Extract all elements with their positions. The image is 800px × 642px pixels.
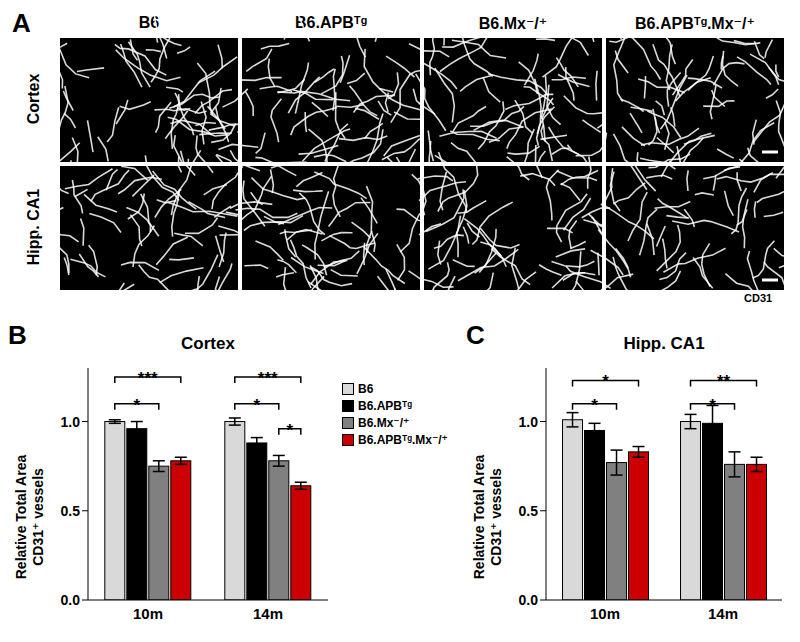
svg-text:14m: 14m — [253, 605, 283, 622]
html-text:Hipp. CA1: Hipp. CA1 — [623, 334, 705, 353]
html-text:CD31: CD31 — [744, 292, 773, 304]
svg-text:*: * — [591, 396, 598, 415]
html-text:B6.Mx⁻/⁺: B6.Mx⁻/⁺ — [358, 415, 410, 430]
svg-text:14m: 14m — [708, 605, 738, 622]
svg-text:***: *** — [138, 369, 158, 388]
svg-text:0.0: 0.0 — [519, 592, 539, 608]
html-text:B6: B6 — [358, 381, 374, 396]
svg-text:10m: 10m — [133, 605, 163, 622]
svg-text:***: *** — [258, 369, 278, 388]
html-text:B6.APBᵀᵍ.Mx⁻/⁺: B6.APBᵀᵍ.Mx⁻/⁺ — [358, 432, 448, 447]
svg-text:10m: 10m — [590, 605, 620, 622]
svg-text:*: * — [286, 421, 293, 440]
html-text:CD31⁺ vessels: CD31⁺ vessels — [488, 468, 504, 566]
html-text:Cortex: Cortex — [25, 73, 42, 125]
svg-text:**: ** — [717, 372, 731, 391]
svg-text:1.0: 1.0 — [61, 414, 81, 430]
svg-text:0.0: 0.0 — [61, 592, 81, 608]
svg-text:0.5: 0.5 — [519, 503, 539, 519]
svg-text:*: * — [133, 396, 140, 415]
html-text:B: B — [8, 320, 27, 350]
html-text:Hipp. CA1: Hipp. CA1 — [25, 188, 42, 266]
html-text:B6.APBᵀᵍ: B6.APBᵀᵍ — [295, 14, 367, 31]
html-text:B6: B6 — [138, 14, 160, 31]
html-text:A: A — [12, 8, 31, 38]
html-text:Relative Total Area: Relative Total Area — [471, 454, 487, 580]
svg-text:*: * — [602, 372, 609, 391]
html-text:B6.APBᵀᵍ: B6.APBᵀᵍ — [358, 398, 412, 413]
html-text:B6.Mx⁻/⁺: B6.Mx⁻/⁺ — [478, 15, 548, 32]
svg-text:*: * — [253, 396, 260, 415]
svg-text:1.0: 1.0 — [519, 414, 539, 430]
html-text:CD31⁺ vessels: CD31⁺ vessels — [30, 468, 46, 566]
html-text:B6.APBᵀᵍ.Mx⁻/⁺: B6.APBᵀᵍ.Mx⁻/⁺ — [635, 15, 755, 32]
svg-text:0.5: 0.5 — [61, 503, 81, 519]
html-text:C: C — [466, 320, 485, 350]
html-text:Cortex: Cortex — [181, 334, 235, 353]
html-text:Relative Total Area: Relative Total Area — [13, 454, 29, 580]
